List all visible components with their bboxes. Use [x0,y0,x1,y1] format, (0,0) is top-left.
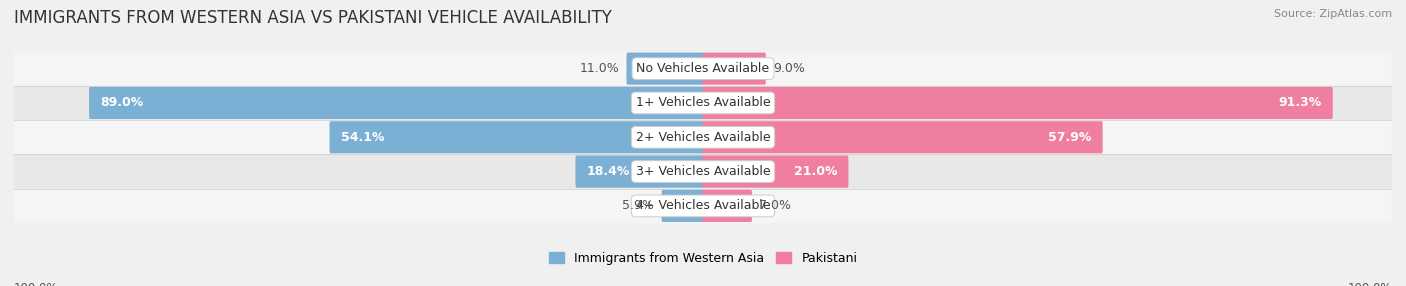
Text: 3+ Vehicles Available: 3+ Vehicles Available [636,165,770,178]
Text: 1+ Vehicles Available: 1+ Vehicles Available [636,96,770,110]
Text: 5.9%: 5.9% [623,199,654,212]
Text: 100.0%: 100.0% [14,282,59,286]
FancyBboxPatch shape [14,86,1392,120]
Text: 18.4%: 18.4% [586,165,630,178]
Legend: Immigrants from Western Asia, Pakistani: Immigrants from Western Asia, Pakistani [548,252,858,265]
FancyBboxPatch shape [14,120,1392,154]
FancyBboxPatch shape [14,189,1392,223]
FancyBboxPatch shape [575,156,704,188]
FancyBboxPatch shape [702,190,752,222]
Text: 57.9%: 57.9% [1049,131,1091,144]
FancyBboxPatch shape [702,121,1102,153]
Text: 7.0%: 7.0% [759,199,792,212]
Text: 9.0%: 9.0% [773,62,806,75]
FancyBboxPatch shape [89,87,704,119]
Text: IMMIGRANTS FROM WESTERN ASIA VS PAKISTANI VEHICLE AVAILABILITY: IMMIGRANTS FROM WESTERN ASIA VS PAKISTAN… [14,9,612,27]
Text: 4+ Vehicles Available: 4+ Vehicles Available [636,199,770,212]
FancyBboxPatch shape [702,53,766,85]
Text: Source: ZipAtlas.com: Source: ZipAtlas.com [1274,9,1392,19]
Text: 89.0%: 89.0% [100,96,143,110]
Text: 2+ Vehicles Available: 2+ Vehicles Available [636,131,770,144]
FancyBboxPatch shape [702,156,848,188]
FancyBboxPatch shape [329,121,704,153]
FancyBboxPatch shape [627,53,704,85]
Text: 11.0%: 11.0% [579,62,619,75]
Text: 21.0%: 21.0% [794,165,838,178]
FancyBboxPatch shape [662,190,704,222]
FancyBboxPatch shape [14,51,1392,86]
FancyBboxPatch shape [14,154,1392,189]
Text: 54.1%: 54.1% [340,131,384,144]
Text: 100.0%: 100.0% [1347,282,1392,286]
FancyBboxPatch shape [702,87,1333,119]
Text: No Vehicles Available: No Vehicles Available [637,62,769,75]
Text: 91.3%: 91.3% [1278,96,1322,110]
